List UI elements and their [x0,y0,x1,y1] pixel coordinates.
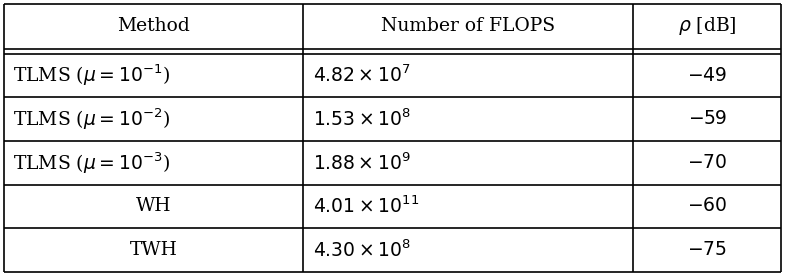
Text: Number of FLOPS: Number of FLOPS [382,17,555,35]
Text: $-49$: $-49$ [687,67,728,84]
Text: $-60$: $-60$ [687,197,728,216]
Text: WH: WH [136,197,171,216]
Text: $4.82 \times 10^{7}$: $4.82 \times 10^{7}$ [312,65,410,86]
Text: $\rho$ [dB]: $\rho$ [dB] [678,15,736,38]
Text: TLMS ($\mu = 10^{-1}$): TLMS ($\mu = 10^{-1}$) [13,63,170,88]
Text: $4.30 \times 10^{8}$: $4.30 \times 10^{8}$ [312,239,411,261]
Text: $-59$: $-59$ [688,110,727,128]
Text: $-75$: $-75$ [688,241,727,259]
Text: TLMS ($\mu = 10^{-2}$): TLMS ($\mu = 10^{-2}$) [13,107,170,132]
Text: $-70$: $-70$ [687,154,728,172]
Text: TWH: TWH [130,241,177,259]
Text: $1.53 \times 10^{8}$: $1.53 \times 10^{8}$ [312,108,411,130]
Text: TLMS ($\mu = 10^{-3}$): TLMS ($\mu = 10^{-3}$) [13,150,170,176]
Text: $4.01 \times 10^{11}$: $4.01 \times 10^{11}$ [312,196,419,217]
Text: $1.88 \times 10^{9}$: $1.88 \times 10^{9}$ [312,152,411,174]
Text: Method: Method [117,17,190,35]
